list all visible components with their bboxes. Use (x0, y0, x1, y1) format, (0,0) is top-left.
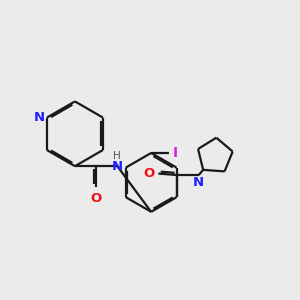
Text: O: O (143, 167, 154, 180)
Text: N: N (193, 176, 204, 189)
Text: O: O (91, 192, 102, 205)
Text: I: I (173, 146, 178, 160)
Text: N: N (33, 111, 44, 124)
Text: N: N (112, 160, 123, 173)
Text: H: H (113, 151, 121, 161)
